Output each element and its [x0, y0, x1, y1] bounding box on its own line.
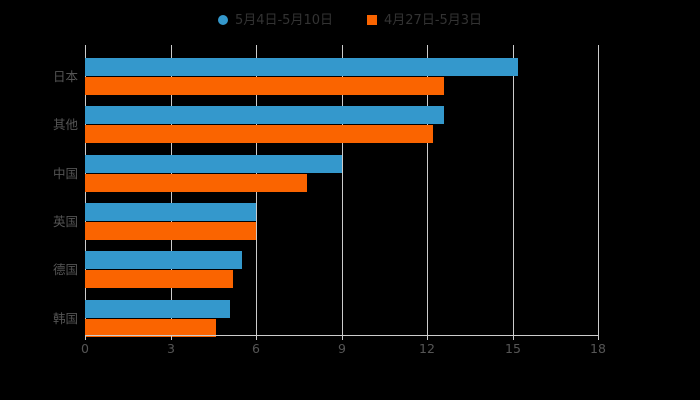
bar[interactable] — [85, 203, 256, 221]
bar[interactable] — [85, 125, 433, 144]
y-axis-label-5: 韩国 — [52, 311, 78, 326]
legend-circle-marker-icon — [217, 15, 228, 25]
plot-area — [85, 45, 599, 337]
bar[interactable] — [85, 251, 242, 270]
bar-group — [85, 58, 598, 95]
bar-group — [85, 154, 598, 192]
bar[interactable] — [85, 58, 518, 76]
chart-legend: 5月4日-5月10日 4月27日-5月3日 — [0, 8, 700, 32]
y-axis-label-4: 德国 — [52, 262, 78, 277]
y-axis-label-0: 日本 — [52, 69, 78, 84]
gridline-x-15 — [513, 45, 514, 335]
x-tick-12 — [427, 335, 428, 340]
x-axis: 0 3 6 9 12 15 18 — [81, 335, 606, 365]
x-tick-label-18: 18 — [590, 341, 606, 356]
legend-label-series-1: 5月4日-5月10日 — [234, 12, 333, 28]
legend-square-marker-icon — [367, 15, 377, 25]
y-axis-label-1: 其他 — [52, 117, 78, 132]
bar-group — [85, 299, 598, 337]
x-tick-label-3: 3 — [167, 341, 175, 356]
bar-group — [85, 251, 598, 289]
legend-label-series-2: 4月27日-5月3日 — [384, 12, 483, 28]
x-tick-label-12: 12 — [419, 341, 435, 356]
bar-group — [85, 203, 598, 240]
bar[interactable] — [85, 270, 233, 289]
x-tick-label-9: 9 — [338, 341, 346, 356]
x-tick-6 — [256, 335, 257, 340]
bar[interactable] — [85, 222, 256, 240]
gridline-x-12 — [427, 45, 428, 335]
gridline-x-18 — [598, 45, 599, 335]
x-tick-label-15: 15 — [505, 341, 521, 356]
x-tick-15 — [513, 335, 514, 340]
x-tick-label-6: 6 — [252, 341, 260, 356]
legend-item-series-1[interactable]: 5月4日-5月10日 — [217, 12, 333, 28]
x-tick-0 — [85, 335, 86, 340]
x-tick-9 — [342, 335, 343, 340]
bar[interactable] — [85, 318, 216, 337]
bar[interactable] — [85, 299, 230, 318]
y-axis-label-2: 中国 — [52, 166, 78, 181]
legend-item-series-2[interactable]: 4月27日-5月3日 — [367, 14, 482, 27]
bar-group — [85, 106, 598, 144]
x-tick-label-0: 0 — [81, 341, 89, 356]
y-axis-label-3: 英国 — [52, 214, 78, 229]
bar[interactable] — [85, 106, 444, 125]
bar[interactable] — [85, 154, 342, 173]
x-tick-18 — [598, 335, 599, 340]
bar[interactable] — [85, 173, 307, 192]
gridline-x-9 — [342, 45, 343, 335]
x-tick-3 — [171, 335, 172, 340]
bar[interactable] — [85, 77, 444, 95]
